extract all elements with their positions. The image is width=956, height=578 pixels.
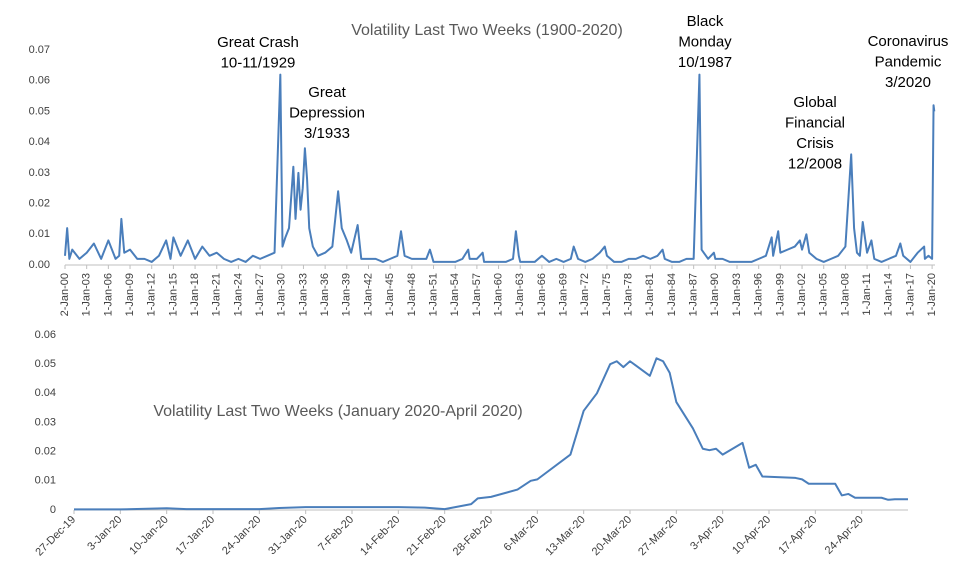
chart-title: Volatility Last Two Weeks (January 2020-… [153, 403, 522, 420]
x-tick-label: 27-Mar-20 [636, 514, 680, 558]
y-tick-label: 0.04 [35, 387, 56, 399]
x-tick-label: 1-Jan-66 [536, 273, 548, 316]
x-tick-label: 1-Jan-63 [514, 273, 526, 316]
x-tick-label: 1-Jan-02 [796, 273, 808, 316]
y-tick-label: 0.06 [35, 329, 56, 341]
y-tick-label: 0.05 [35, 358, 56, 370]
x-tick-label: 1-Jan-42 [362, 273, 374, 316]
y-tick-label: 0.03 [35, 416, 56, 428]
x-tick-label: 24-Apr-20 [823, 514, 866, 557]
annotation: 10-11/1929 [221, 54, 296, 71]
annotation: Pandemic [875, 53, 942, 70]
x-tick-label: 24-Jan-20 [220, 514, 264, 558]
x-tick-label: 1-Jan-20 [926, 273, 938, 316]
x-tick-label: 1-Jan-03 [81, 273, 93, 316]
x-tick-label: 1-Jan-36 [319, 273, 331, 316]
x-tick-label: 1-Jan-18 [189, 273, 201, 316]
y-tick-label: 0.07 [29, 44, 50, 56]
x-tick-label: 28-Feb-20 [451, 514, 495, 558]
annotation: 3/1933 [304, 125, 350, 142]
x-tick-label: 1-Jan-78 [623, 273, 635, 316]
x-tick-label: 21-Feb-20 [404, 514, 448, 558]
annotation: Coronavirus [868, 33, 949, 50]
y-tick-label: 0.01 [35, 475, 56, 487]
annotation: 3/2020 [885, 74, 931, 91]
y-tick-label: 0.02 [29, 197, 50, 209]
annotation: Global [793, 94, 836, 111]
x-tick-label: 1-Jan-14 [883, 273, 895, 316]
annotation: 10/1987 [678, 54, 732, 71]
x-tick-label: 14-Feb-20 [358, 514, 402, 558]
x-tick-label: 13-Mar-20 [543, 514, 587, 558]
y-tick-label: 0.02 [35, 446, 56, 458]
x-tick-label: 1-Jan-30 [276, 273, 288, 316]
x-tick-label: 1-Jan-06 [102, 273, 114, 316]
x-tick-label: 1-Jan-12 [146, 273, 158, 316]
x-tick-label: 20-Mar-20 [590, 514, 634, 558]
x-tick-label: 1-Jan-87 [688, 273, 700, 316]
x-tick-label: 1-Jan-69 [557, 273, 569, 316]
x-tick-label: 1-Jan-27 [254, 273, 266, 316]
annotation: Great [308, 84, 346, 101]
x-tick-label: 1-Jan-45 [384, 273, 396, 316]
annotation: 12/2008 [788, 155, 842, 172]
data-line [64, 73, 936, 263]
annotation: Black [687, 13, 724, 30]
x-tick-label: 1-Jan-11 [861, 273, 873, 316]
x-tick-label: 27-Dec-19 [33, 514, 78, 559]
x-tick-label: 6-Mar-20 [501, 514, 541, 554]
x-tick-label: 10-Jan-20 [127, 514, 171, 558]
x-tick-label: 1-Jan-72 [579, 273, 591, 316]
x-tick-label: 1-Jan-17 [904, 273, 916, 316]
x-tick-label: 17-Jan-20 [174, 514, 218, 558]
x-tick-label: 2-Jan-00 [59, 273, 71, 316]
x-tick-label: 1-Jan-99 [774, 273, 786, 316]
x-tick-label: 1-Jan-84 [666, 273, 678, 316]
x-tick-label: 7-Feb-20 [316, 514, 356, 554]
x-tick-label: 17-Apr-20 [776, 514, 819, 557]
x-tick-label: 1-Jan-54 [449, 273, 461, 316]
y-tick-label: 0 [50, 504, 56, 516]
annotation: Great Crash [217, 34, 299, 51]
x-tick-label: 1-Jan-09 [124, 273, 136, 316]
x-tick-label: 1-Jan-51 [427, 273, 439, 316]
x-tick-label: 1-Jan-57 [471, 273, 483, 316]
x-tick-label: 1-Jan-75 [601, 273, 613, 316]
data-line [74, 357, 908, 511]
annotation: Monday [678, 33, 732, 50]
chart-title: Volatility Last Two Weeks (1900-2020) [351, 22, 623, 39]
x-tick-label: 1-Jan-81 [644, 273, 656, 316]
x-tick-label: 1-Jan-05 [818, 273, 830, 316]
x-tick-label: 10-Apr-20 [730, 514, 773, 557]
y-tick-label: 0.04 [29, 136, 50, 148]
x-tick-label: 3-Apr-20 [688, 514, 727, 553]
y-tick-label: 0.05 [29, 105, 50, 117]
y-tick-label: 0.06 [29, 75, 50, 87]
x-tick-label: 1-Jan-96 [753, 273, 765, 316]
x-tick-label: 1-Jan-24 [232, 273, 244, 316]
y-tick-label: 0.03 [29, 167, 50, 179]
annotation: Crisis [796, 135, 834, 152]
x-tick-label: 3-Jan-20 [85, 514, 124, 553]
x-tick-label: 31-Jan-20 [266, 514, 310, 558]
x-tick-label: 1-Jan-60 [492, 273, 504, 316]
annotation: Depression [289, 104, 365, 121]
y-tick-label: 0.01 [29, 228, 50, 240]
x-tick-label: 1-Jan-33 [297, 273, 309, 316]
x-tick-label: 1-Jan-93 [731, 273, 743, 316]
x-tick-label: 1-Jan-90 [709, 273, 721, 316]
x-tick-label: 1-Jan-08 [839, 273, 851, 316]
y-tick-label: 0.00 [29, 259, 50, 271]
x-tick-label: 1-Jan-39 [341, 273, 353, 316]
x-tick-label: 1-Jan-15 [167, 273, 179, 316]
x-tick-label: 1-Jan-21 [211, 273, 223, 316]
annotation: Financial [785, 114, 845, 131]
x-tick-label: 1-Jan-48 [406, 273, 418, 316]
